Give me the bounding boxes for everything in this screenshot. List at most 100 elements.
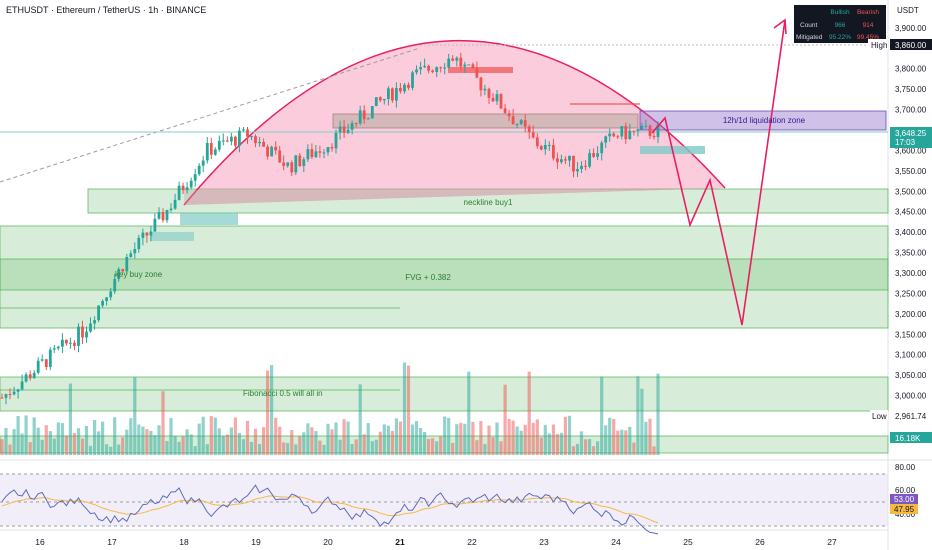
price-axis[interactable]: 3,900.003,800.003,750.003,700.003,650.00…	[895, 24, 927, 401]
bear-line	[570, 103, 640, 105]
candle-body	[250, 136, 253, 138]
candle-body	[266, 146, 269, 157]
volume-bar	[270, 365, 274, 455]
stats-count-bull: 966	[835, 22, 846, 29]
candle-body	[334, 132, 338, 149]
candle-body	[121, 269, 125, 272]
candle-body	[173, 199, 177, 209]
volume-bar	[455, 424, 459, 455]
volume-bar	[201, 416, 205, 455]
candle-body	[262, 141, 265, 147]
volume-bar	[322, 444, 326, 455]
volume-bar	[612, 419, 616, 455]
volume-bar	[161, 391, 165, 455]
candle-body	[362, 110, 366, 120]
candle-body	[624, 126, 628, 140]
volume-bar	[205, 444, 209, 455]
volume-bar	[105, 444, 109, 455]
candle-body	[89, 323, 92, 332]
candle-body	[145, 232, 149, 236]
candles	[0, 52, 660, 405]
volume-bar	[563, 416, 567, 455]
volume-bar	[197, 423, 201, 455]
candle-body	[451, 58, 455, 61]
time-tick: 18	[179, 537, 189, 547]
candle-body	[149, 231, 153, 236]
bull-block-2	[180, 213, 238, 225]
candle-body	[65, 339, 68, 344]
volume-bar	[503, 384, 507, 455]
volume-bar	[491, 437, 495, 455]
candle-body	[20, 381, 24, 390]
candle-body	[431, 70, 434, 73]
candle-body	[185, 187, 189, 191]
candle-body	[0, 397, 4, 399]
fib-label: Fibonacci 0.5 will all in	[243, 389, 323, 398]
volume-bar	[608, 417, 612, 455]
candle-body	[36, 360, 40, 373]
volume-bar	[410, 424, 415, 455]
candle-body	[338, 126, 342, 133]
volume-bar	[354, 439, 358, 455]
price-tick: 3,900.00	[895, 24, 927, 33]
candle-body	[612, 133, 616, 137]
candle-body	[535, 137, 539, 147]
price-tick: 3,000.00	[895, 392, 927, 401]
candle-body	[342, 126, 346, 133]
price-tick: 3,150.00	[895, 330, 927, 339]
volume-bar	[141, 426, 145, 455]
volume-bar	[306, 423, 310, 455]
candle-body	[189, 180, 193, 188]
volume-bar	[334, 422, 338, 455]
liquidation-label: 12h/1d liquidation zone	[723, 116, 806, 125]
volume-bar	[644, 421, 648, 455]
volume-bar	[571, 446, 576, 455]
candle-body	[4, 394, 8, 398]
volume-bar	[52, 438, 56, 455]
volume-bar	[137, 424, 141, 455]
candle-body	[8, 394, 12, 396]
candle-body	[552, 145, 555, 159]
candle-body	[483, 88, 487, 91]
volume-bar	[423, 432, 427, 455]
candle-body	[350, 123, 354, 130]
candle-body	[306, 149, 310, 160]
candle-body	[105, 297, 108, 301]
candle-body	[209, 143, 213, 155]
candle-body	[519, 120, 523, 124]
candle-body	[258, 141, 261, 144]
volume-bar	[133, 377, 137, 455]
volume-bar	[229, 427, 233, 455]
time-axis[interactable]: 16 17 18 19 20 21 22 23 24 25 26 27	[35, 537, 837, 547]
high-tag	[868, 39, 888, 50]
candle-body	[165, 210, 169, 221]
candle-body	[628, 130, 632, 140]
candle-body	[12, 391, 16, 395]
volume-bar	[567, 415, 572, 455]
volume-bar	[56, 422, 60, 455]
candle-body	[201, 160, 205, 166]
volume-bar	[575, 443, 580, 455]
candle-body	[314, 151, 318, 158]
volume-tag	[890, 432, 932, 443]
volume-bar	[294, 444, 298, 455]
volume-bar	[531, 422, 535, 455]
candle-body	[467, 64, 471, 66]
candle-body	[85, 331, 88, 338]
volume-bar	[125, 429, 129, 455]
high-value: 3,860.00	[895, 41, 927, 50]
demand-zone-large	[0, 225, 889, 329]
candle-body	[560, 159, 563, 163]
candle-body	[543, 145, 547, 150]
stats-count-label: Count	[800, 22, 818, 29]
volume-bar	[475, 440, 479, 455]
candle-body	[302, 159, 306, 166]
price-tick: 3,500.00	[895, 187, 927, 196]
volume-bar	[12, 429, 16, 455]
rsi-signal-tag	[890, 504, 918, 514]
stats-col-bear: Bearish	[857, 9, 879, 16]
volume-bar	[121, 437, 125, 455]
candle-body	[435, 67, 439, 72]
stats-box-bg	[794, 5, 886, 43]
candle-body	[294, 155, 298, 173]
